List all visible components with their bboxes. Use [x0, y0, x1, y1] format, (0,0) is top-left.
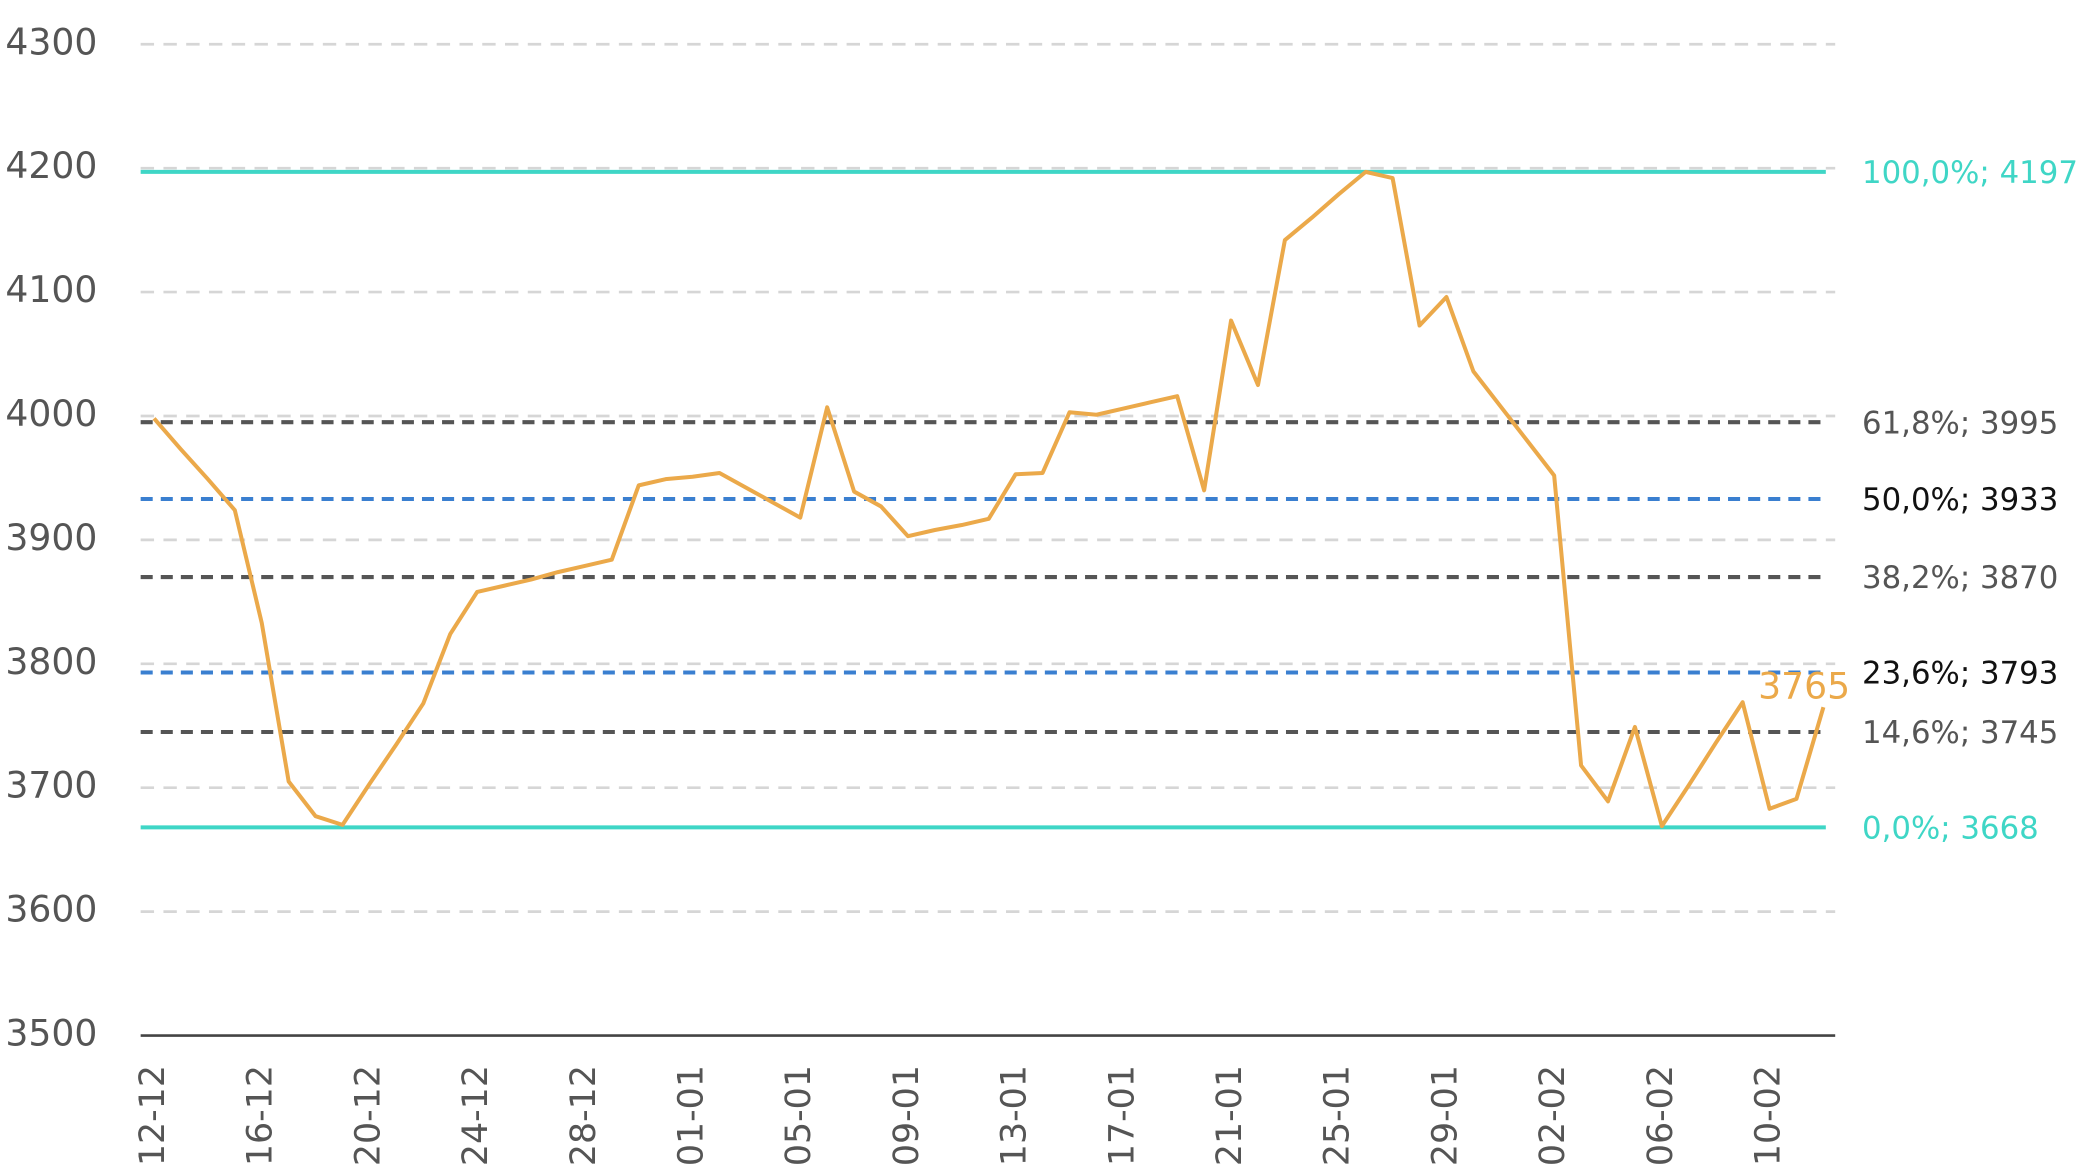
level-label: 23,6%; 3793: [1862, 656, 2058, 692]
x-tick-label: 17-01: [1102, 1065, 1142, 1166]
price-line: [152, 169, 1826, 829]
x-tick-label: 06-02: [1641, 1065, 1681, 1166]
x-tick-label: 29-01: [1425, 1065, 1465, 1166]
x-tick-label: 09-01: [887, 1065, 927, 1166]
y-tick-label: 4000: [5, 392, 97, 435]
level-label: 61,8%; 3995: [1862, 405, 2058, 441]
x-tick-label: 24-12: [456, 1065, 496, 1166]
y-tick-label: 3700: [5, 764, 97, 807]
y-tick-label: 4100: [5, 268, 97, 311]
x-tick-label: 28-12: [564, 1065, 604, 1166]
y-tick-label: 4300: [5, 20, 97, 63]
x-tick-label: 16-12: [241, 1065, 281, 1166]
level-label: 50,0%; 3933: [1862, 482, 2058, 518]
x-tick-label: 25-01: [1318, 1065, 1358, 1166]
x-tick-label: 13-01: [995, 1065, 1035, 1166]
y-tick-label: 3900: [5, 516, 97, 559]
y-tick-label: 3800: [5, 640, 97, 683]
x-tick-label: 10-02: [1749, 1065, 1789, 1166]
x-tick-label: 20-12: [348, 1065, 388, 1166]
y-tick-label: 3500: [5, 1012, 97, 1055]
last-value-label: 3765: [1758, 664, 1850, 707]
x-tick-label: 12-12: [133, 1065, 173, 1166]
level-label: 0,0%; 3668: [1862, 811, 2039, 847]
y-tick-label: 4200: [5, 144, 97, 187]
x-tick-label: 01-01: [672, 1065, 712, 1166]
x-tick-label: 05-01: [779, 1065, 819, 1166]
x-tick-label: 02-02: [1533, 1065, 1573, 1166]
level-label: 100,0%; 4197: [1862, 155, 2078, 191]
level-label: 14,6%; 3745: [1862, 715, 2058, 751]
level-label: 38,2%; 3870: [1862, 560, 2058, 596]
x-tick-label: 21-01: [1210, 1065, 1250, 1166]
y-tick-label: 3600: [5, 888, 97, 931]
